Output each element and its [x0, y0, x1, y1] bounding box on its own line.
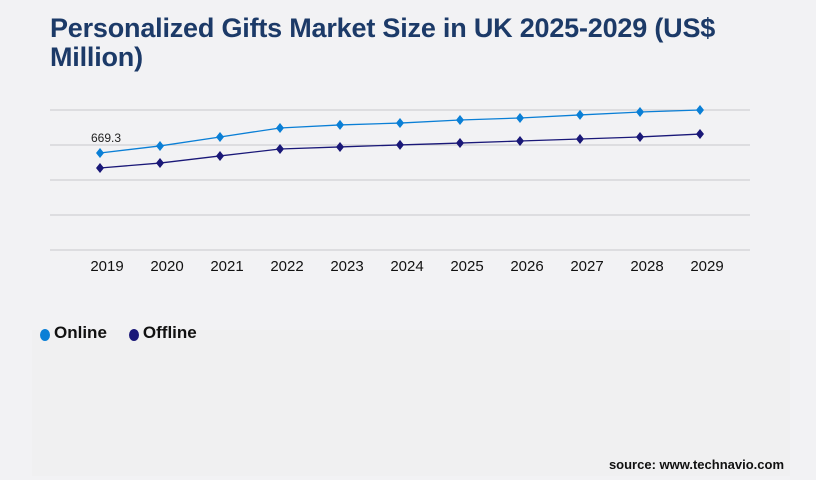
legend-label-online: Online: [54, 323, 107, 342]
data-label: 669.3: [91, 131, 121, 145]
data-point-offline: [156, 158, 164, 169]
data-point-online: [516, 112, 524, 123]
x-tick-label: 2020: [150, 258, 183, 275]
data-point-online: [96, 148, 104, 158]
data-point-offline: [696, 129, 704, 140]
legend-label-offline: Offline: [142, 323, 197, 342]
x-tick-label: 2029: [690, 258, 723, 275]
line-chart: 2019 2020 2021 2022 2023 2024 2025 2026 2027 2028…: [50, 105, 750, 275]
legend-marker-offline: [128, 329, 139, 341]
x-tick-label: 2022: [270, 258, 303, 275]
legend-item-online[interactable]: Online: [40, 323, 107, 343]
data-point-online: [696, 105, 704, 115]
x-tick-label: 2027: [570, 258, 603, 275]
data-point-offline: [636, 131, 644, 142]
data-point-online: [336, 119, 344, 130]
data-point-online: [156, 140, 164, 151]
data-point-offline: [396, 139, 404, 150]
legend-marker-online: [40, 329, 50, 341]
source-text: source: www.technavio.com: [608, 457, 784, 472]
data-point-offline: [576, 133, 584, 144]
legend: Online Offline: [40, 323, 197, 343]
data-point-online: [456, 115, 464, 125]
data-point-offline: [276, 143, 284, 154]
x-tick-label: 2025: [450, 258, 483, 275]
chart-title: Personalized Gifts Market Size in UK 202…: [50, 13, 716, 72]
data-point-online: [396, 118, 404, 129]
data-point-offline: [456, 138, 464, 149]
x-tick-label: 2028: [630, 258, 663, 275]
x-tick-label: 2019: [90, 258, 123, 275]
x-tick-label: 2026: [510, 258, 543, 275]
data-point-offline: [216, 150, 224, 161]
series-line-offline: [99, 133, 701, 169]
data-point-offline: [336, 141, 344, 152]
data-point-offline: [516, 136, 524, 147]
data-point-online: [216, 131, 224, 142]
x-tick-label: 2023: [330, 258, 363, 275]
data-point-online: [576, 109, 584, 120]
x-tick-label: 2021: [210, 258, 243, 275]
x-tick-label: 2024: [390, 258, 423, 275]
data-point-online: [276, 122, 284, 133]
data-point-offline: [96, 162, 104, 173]
data-point-online: [636, 107, 644, 118]
legend-item-offline[interactable]: Offline: [128, 323, 197, 343]
footer-panel: [32, 330, 790, 476]
